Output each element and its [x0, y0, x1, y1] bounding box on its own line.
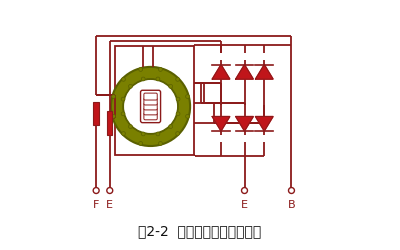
FancyBboxPatch shape	[144, 93, 157, 100]
Polygon shape	[236, 64, 253, 79]
Circle shape	[169, 125, 172, 128]
FancyBboxPatch shape	[144, 113, 157, 120]
Polygon shape	[256, 64, 273, 79]
Circle shape	[169, 84, 172, 88]
Circle shape	[128, 84, 132, 88]
Wedge shape	[111, 67, 190, 146]
FancyBboxPatch shape	[144, 108, 157, 115]
Text: B: B	[288, 200, 295, 210]
Circle shape	[122, 78, 125, 81]
Bar	[107, 112, 112, 135]
Polygon shape	[212, 116, 230, 131]
Circle shape	[123, 79, 178, 134]
Circle shape	[122, 132, 125, 136]
Circle shape	[141, 132, 145, 136]
Circle shape	[176, 112, 180, 116]
Text: 图2-2  交流发电机工作原理图: 图2-2 交流发电机工作原理图	[138, 224, 262, 238]
Bar	[94, 102, 99, 125]
FancyBboxPatch shape	[144, 98, 157, 105]
Text: E: E	[241, 200, 248, 210]
Circle shape	[176, 78, 180, 81]
Circle shape	[158, 68, 162, 71]
Polygon shape	[256, 116, 273, 131]
Text: E: E	[106, 200, 113, 210]
Circle shape	[128, 125, 132, 128]
Circle shape	[158, 142, 162, 146]
Circle shape	[121, 112, 125, 116]
Circle shape	[112, 114, 116, 118]
Circle shape	[156, 77, 160, 81]
FancyBboxPatch shape	[144, 103, 157, 110]
Circle shape	[176, 97, 180, 101]
Circle shape	[139, 68, 142, 71]
Circle shape	[186, 94, 190, 98]
Circle shape	[139, 142, 142, 146]
Circle shape	[176, 132, 180, 136]
Circle shape	[156, 132, 160, 136]
FancyBboxPatch shape	[140, 90, 160, 123]
Circle shape	[141, 77, 145, 81]
Bar	[115, 46, 194, 155]
Circle shape	[112, 94, 116, 98]
Polygon shape	[212, 64, 230, 79]
Text: F: F	[93, 200, 99, 210]
Circle shape	[186, 114, 190, 118]
Circle shape	[121, 97, 125, 101]
Polygon shape	[236, 116, 253, 131]
